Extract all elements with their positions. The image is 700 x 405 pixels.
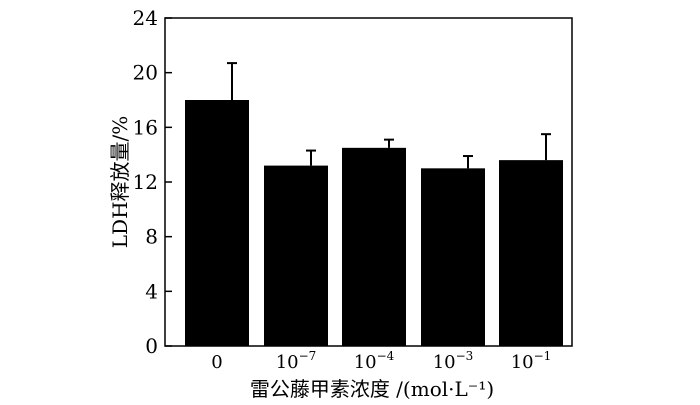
bar xyxy=(421,168,485,346)
y-axis: 0 4 8 12 16 20 24 xyxy=(133,6,172,358)
x-tick-label: 10−3 xyxy=(433,349,474,373)
bar xyxy=(185,100,249,346)
bar xyxy=(499,160,563,346)
bar xyxy=(342,147,406,346)
y-tick-label: 0 xyxy=(145,334,158,358)
y-tick-label: 24 xyxy=(133,6,158,30)
y-tick-label: 8 xyxy=(145,225,158,249)
x-tick-label: 0 xyxy=(211,352,222,373)
y-tick-label: 16 xyxy=(133,115,158,139)
x-tick-label: 10−7 xyxy=(276,349,317,373)
bar xyxy=(264,165,328,346)
y-tick-label: 4 xyxy=(145,279,158,303)
y-tick-label: 12 xyxy=(133,170,158,194)
x-tick-label: 10−4 xyxy=(354,349,395,373)
y-tick-label: 20 xyxy=(133,61,158,85)
x-axis: 0 10−7 10−4 10−3 10−1 xyxy=(211,340,551,373)
bars-layer xyxy=(185,62,563,346)
x-axis-title: 雷公藤甲素浓度 /(mol·L⁻¹) xyxy=(250,377,494,401)
y-axis-title: LDH释放量/% xyxy=(108,116,132,249)
x-tick-label: 10−1 xyxy=(511,349,552,373)
